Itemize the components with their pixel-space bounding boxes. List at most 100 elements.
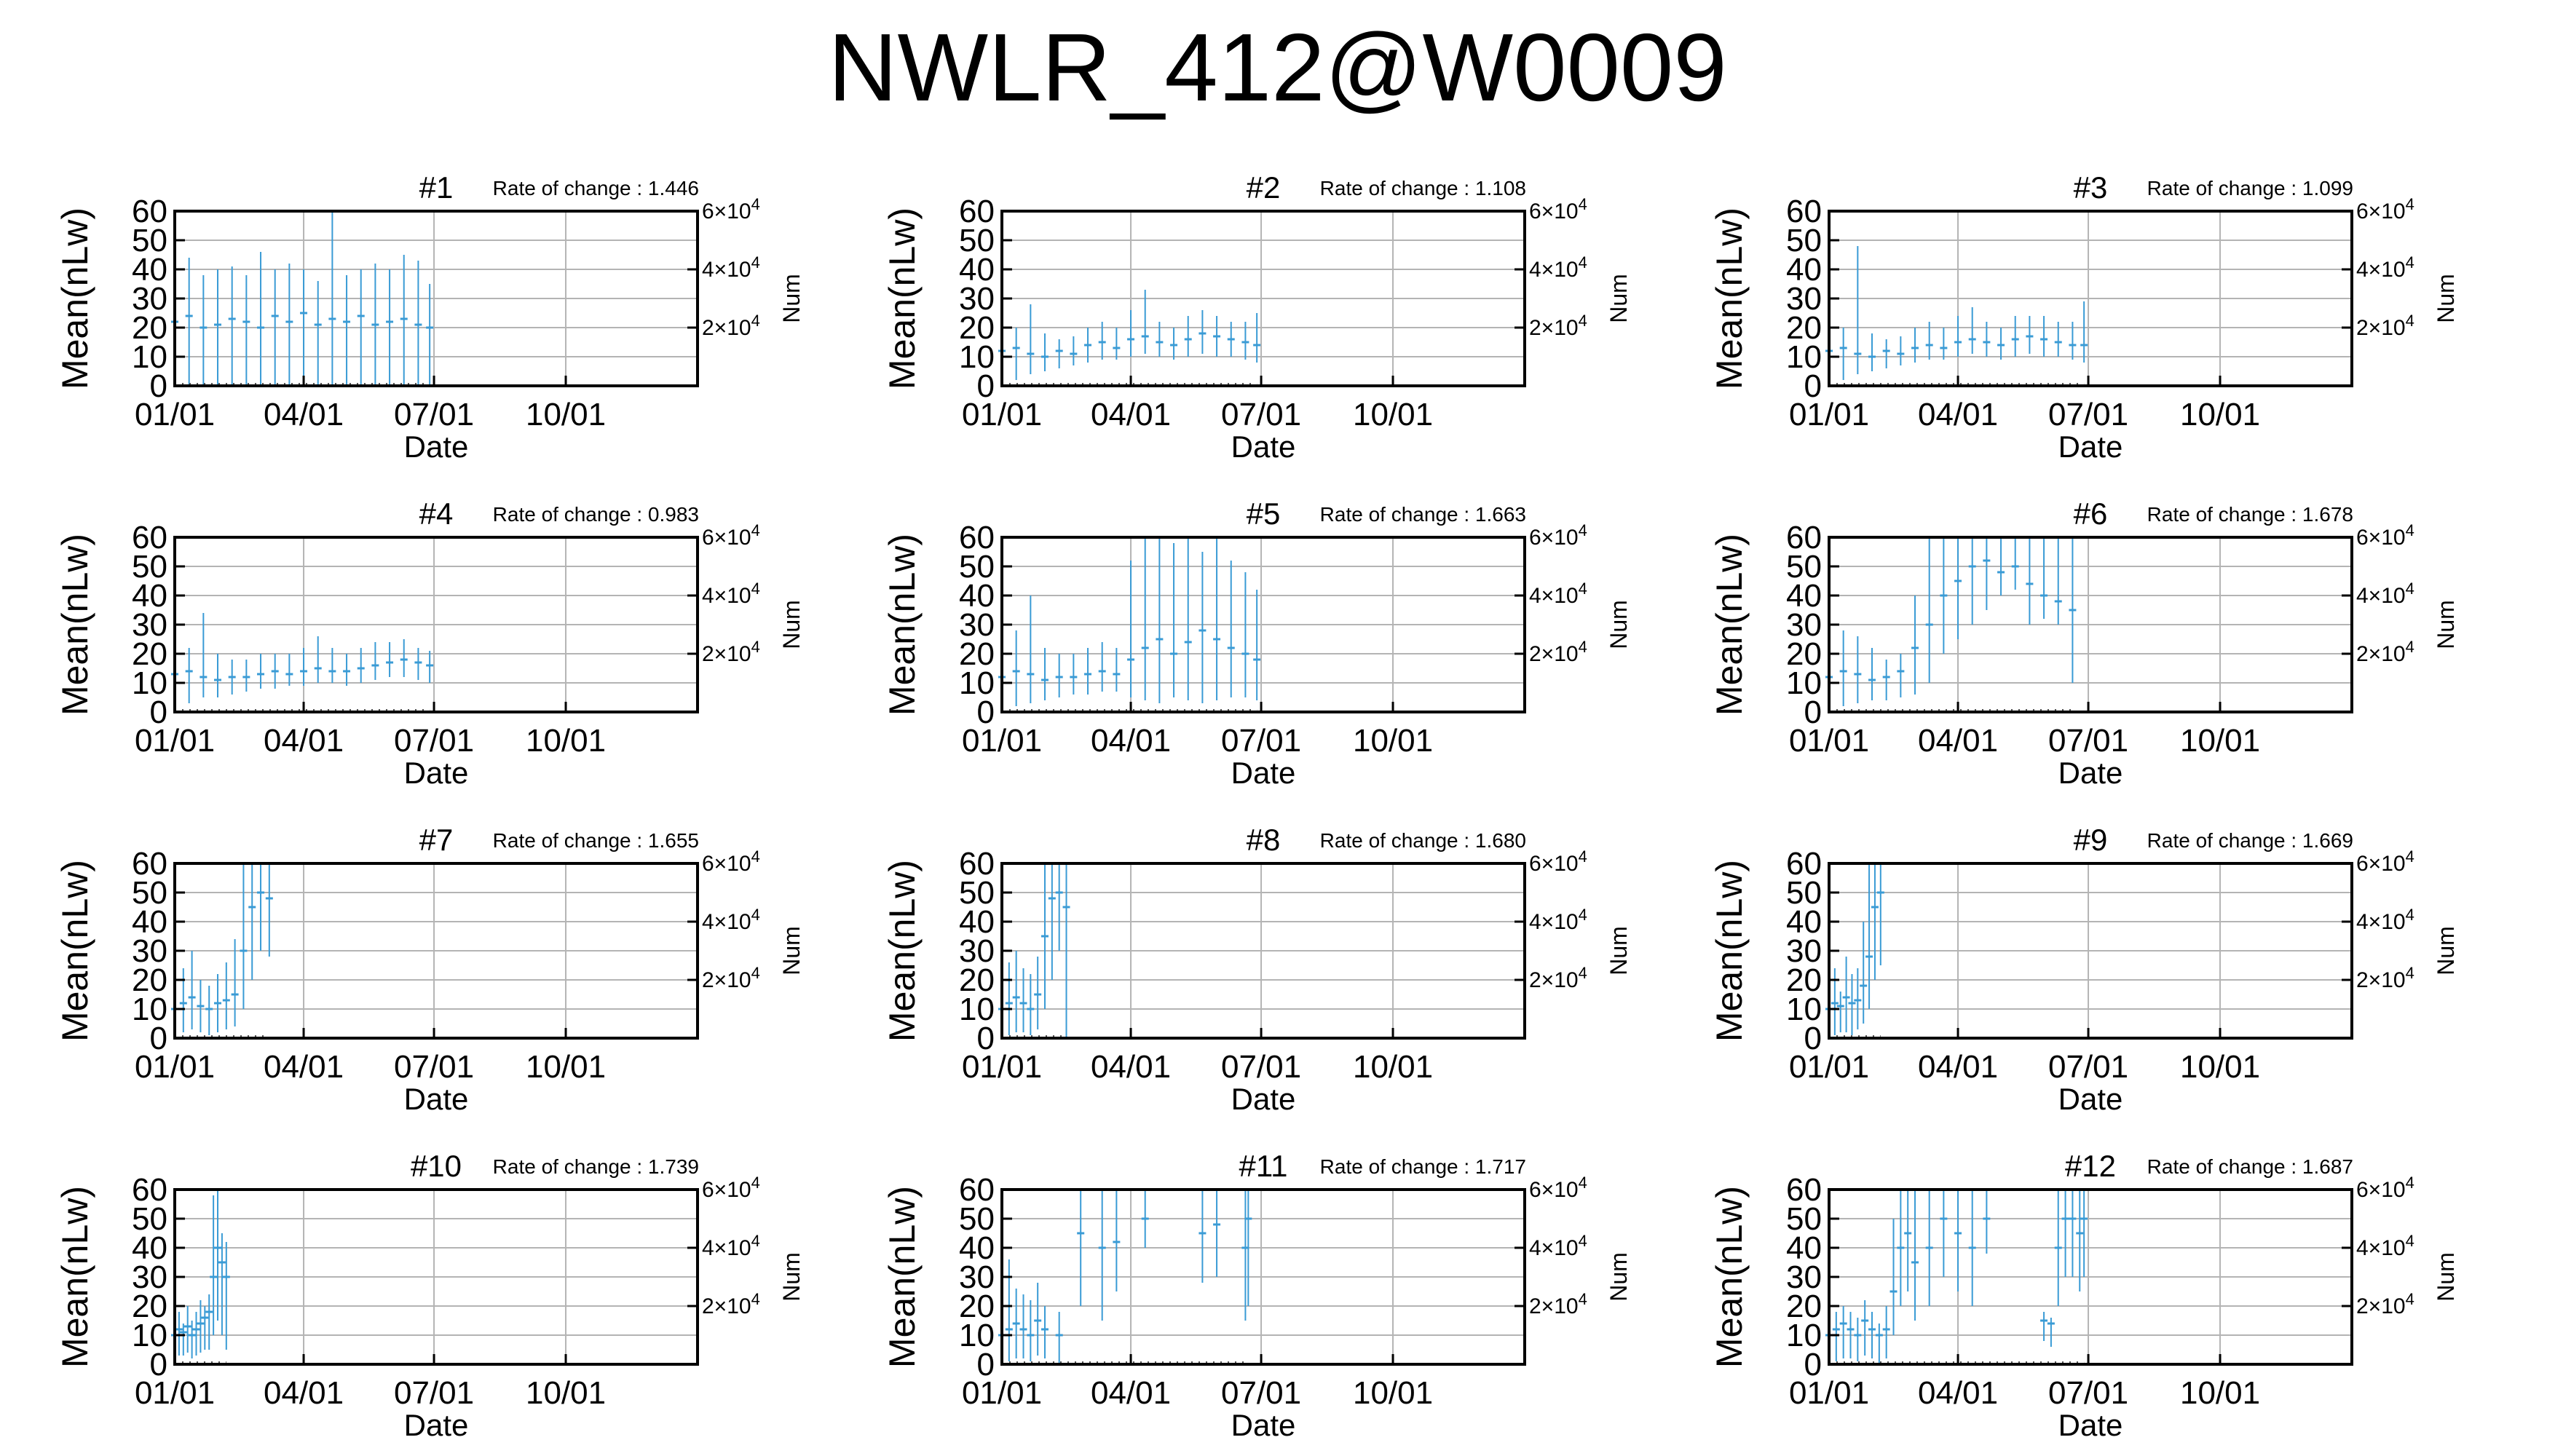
x-axis-label: Date [2058,756,2123,790]
y-tick-label: 50 [132,875,167,911]
x-tick-label: 10/01 [1353,723,1433,759]
y2-axis-label: Num [1606,274,1632,323]
x-tick-label: 01/01 [135,1049,215,1085]
y2-tick-label: 6×104 [1529,195,1587,223]
x-axis-label: Date [2058,1082,2123,1116]
y2-tick-label: 4×104 [702,253,760,282]
y-axis-label: Mean(nLw) [882,534,923,716]
x-tick-label: 01/01 [962,1375,1042,1411]
x-tick-label: 07/01 [2048,723,2128,759]
y2-tick-label: 2×104 [2356,638,2414,666]
y-axis-label: Mean(nLw) [882,207,923,389]
x-tick-label: 10/01 [1353,1049,1433,1085]
x-tick-label: 07/01 [394,1049,474,1085]
y-tick-label: 60 [1786,1172,1822,1208]
panel-title: #7 [419,823,454,857]
panel-title: #3 [2074,170,2108,205]
x-tick-label: 10/01 [2180,1049,2260,1085]
x-tick-label: 07/01 [1221,723,1301,759]
y-tick-label: 40 [1786,904,1822,940]
x-tick-label: 04/01 [1091,1049,1171,1085]
x-tick-label: 04/01 [1918,723,1998,759]
y-tick-label: 10 [132,1318,167,1353]
y-tick-label: 10 [132,339,167,375]
y2-tick-label: 2×104 [2356,312,2414,340]
y2-tick-label: 6×104 [702,847,760,876]
y-tick-label: 0 [1804,1021,1822,1056]
panel-title: #1 [419,170,454,205]
x-tick-label: 04/01 [264,397,344,432]
x-tick-label: 01/01 [1789,1049,1869,1085]
y-tick-label: 60 [959,1172,995,1208]
x-tick-label: 10/01 [2180,723,2260,759]
x-tick-label: 07/01 [394,1375,474,1411]
y2-tick-label: 2×104 [702,1290,760,1318]
y-tick-label: 30 [1786,281,1822,317]
y2-tick-label: 4×104 [2356,906,2414,934]
y2-tick-label: 2×104 [702,964,760,992]
y-tick-label: 40 [959,1230,995,1266]
y2-tick-label: 4×104 [702,906,760,934]
y2-tick-label: 4×104 [1529,1232,1587,1260]
x-axis-label: Date [1231,430,1296,464]
y-tick-label: 20 [1786,636,1822,672]
y2-tick-label: 4×104 [2356,1232,2414,1260]
x-tick-label: 01/01 [135,723,215,759]
y-tick-label: 40 [1786,578,1822,614]
y-tick-label: 50 [1786,875,1822,911]
x-tick-label: 04/01 [1091,723,1171,759]
rate-of-change-label: Rate of change : 1.680 [1320,829,1526,852]
y-axis-label: Mean(nLw) [1709,207,1750,389]
y2-axis-label: Num [778,600,805,649]
panel-title: #8 [1247,823,1281,857]
x-tick-label: 10/01 [526,1049,606,1085]
y-axis-label: Mean(nLw) [882,1186,923,1368]
y2-tick-label: 2×104 [1529,1290,1587,1318]
x-tick-label: 01/01 [135,397,215,432]
x-tick-label: 10/01 [2180,397,2260,432]
y-tick-label: 0 [150,695,167,730]
y-tick-label: 20 [132,310,167,346]
y2-tick-label: 6×104 [2356,1174,2414,1202]
y-tick-label: 40 [959,252,995,288]
panel-title: #9 [2074,823,2108,857]
y-tick-label: 50 [1786,223,1822,258]
y-tick-label: 60 [959,520,995,555]
y-tick-label: 60 [132,194,167,229]
y2-tick-label: 4×104 [1529,906,1587,934]
rate-of-change-label: Rate of change : 1.446 [493,177,699,199]
x-tick-label: 04/01 [1918,397,1998,432]
y2-tick-label: 4×104 [702,1232,760,1260]
y-axis-label: Mean(nLw) [55,1186,95,1368]
y-tick-label: 30 [132,933,167,969]
y-tick-label: 60 [959,194,995,229]
y2-tick-label: 2×104 [1529,638,1587,666]
y-tick-label: 10 [1786,339,1822,375]
x-tick-label: 10/01 [526,723,606,759]
y-axis-label: Mean(nLw) [882,860,923,1042]
y-tick-label: 30 [1786,607,1822,643]
y-tick-label: 50 [959,1201,995,1237]
y2-axis-label: Num [1606,1252,1632,1302]
y-tick-label: 40 [132,252,167,288]
y-tick-label: 60 [959,846,995,882]
y-tick-label: 0 [977,1021,995,1056]
rate-of-change-label: Rate of change : 1.678 [2147,503,2353,526]
x-tick-label: 04/01 [1918,1375,1998,1411]
y-tick-label: 50 [132,1201,167,1237]
x-tick-label: 07/01 [2048,1375,2128,1411]
x-axis-label: Date [1231,1082,1296,1116]
y-tick-label: 30 [1786,1259,1822,1295]
y2-tick-label: 6×104 [702,521,760,550]
y2-tick-label: 2×104 [1529,312,1587,340]
y-tick-label: 10 [959,665,995,701]
x-tick-label: 04/01 [1091,397,1171,432]
y-tick-label: 30 [132,281,167,317]
panel-title: #2 [1247,170,1281,205]
y2-tick-label: 4×104 [702,579,760,608]
panel-title: #6 [2074,496,2108,531]
